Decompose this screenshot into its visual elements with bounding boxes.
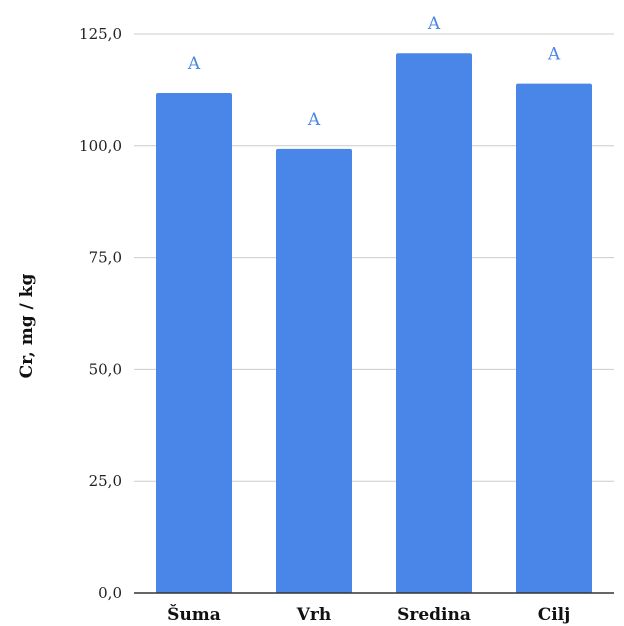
x-axis-category-labels: Šuma Vrh Sredina Cilj (167, 604, 570, 625)
x-category-label: Sredina (397, 605, 471, 625)
y-tick-label: 100,0 (79, 137, 122, 155)
bar-data-label: A (427, 14, 441, 34)
bars (156, 53, 592, 594)
y-tick-label: 25,0 (89, 472, 122, 490)
bar (396, 53, 472, 593)
y-tick-label: 125,0 (79, 25, 122, 43)
y-tick-label: 75,0 (89, 249, 122, 267)
bar-data-label: A (307, 110, 321, 130)
x-category-label: Šuma (167, 604, 221, 625)
y-axis-tick-labels: 0,0 25,0 50,0 75,0 100,0 125,0 (79, 25, 122, 602)
y-tick-label: 0,0 (98, 584, 122, 602)
bar (276, 148, 352, 593)
y-tick-label: 50,0 (89, 360, 122, 378)
bar-data-labels: A A A A (187, 14, 561, 130)
bar-data-label: A (187, 54, 201, 74)
bar-data-label: A (547, 45, 561, 65)
bar (516, 83, 592, 594)
x-category-label: Vrh (296, 605, 332, 625)
x-category-label: Cilj (538, 605, 571, 625)
bar (156, 93, 232, 594)
y-axis-title: Cr, mg / kg (17, 274, 37, 379)
